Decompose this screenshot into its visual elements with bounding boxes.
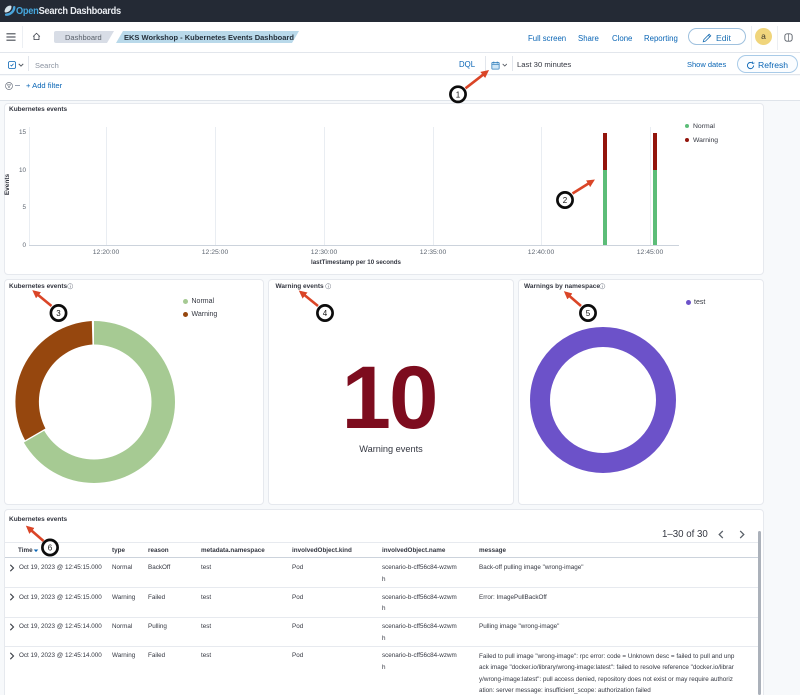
svg-text:3: 3 [56, 309, 61, 318]
svg-text:1: 1 [456, 90, 461, 99]
svg-text:5: 5 [586, 309, 591, 318]
svg-text:2: 2 [563, 196, 568, 205]
svg-text:6: 6 [48, 544, 53, 553]
svg-text:4: 4 [323, 309, 328, 318]
